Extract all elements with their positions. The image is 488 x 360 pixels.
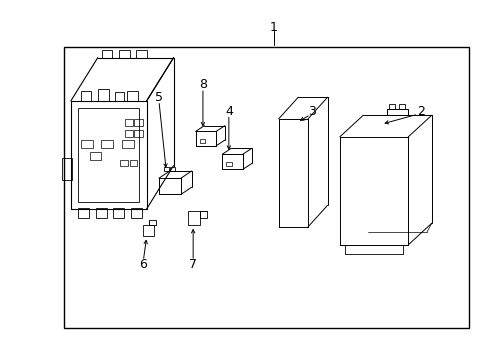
Bar — [199, 139, 205, 143]
Bar — [101, 140, 113, 148]
Bar — [90, 152, 101, 160]
Text: 7: 7 — [189, 258, 197, 271]
Bar — [81, 91, 91, 101]
Bar — [134, 119, 143, 126]
Bar — [398, 104, 404, 109]
Bar — [124, 119, 133, 126]
Text: 8: 8 — [199, 78, 206, 91]
Bar — [78, 108, 139, 202]
Bar — [78, 208, 89, 218]
Bar — [63, 47, 468, 328]
Bar — [102, 50, 112, 58]
Bar — [148, 220, 155, 225]
Bar — [169, 167, 174, 171]
Bar — [113, 208, 124, 218]
Bar — [127, 91, 138, 101]
Bar — [200, 211, 207, 218]
Text: 4: 4 — [224, 105, 232, 118]
Bar — [226, 162, 232, 166]
Bar — [131, 208, 142, 218]
Bar — [136, 50, 146, 58]
Bar — [388, 104, 394, 109]
Text: 6: 6 — [139, 258, 147, 271]
Bar — [386, 109, 407, 115]
Bar — [62, 158, 72, 180]
Bar — [81, 140, 93, 148]
Bar — [163, 167, 168, 171]
Bar — [129, 160, 137, 166]
Text: 3: 3 — [307, 105, 315, 118]
Bar — [98, 89, 108, 101]
Text: 1: 1 — [269, 21, 277, 33]
Bar — [96, 208, 106, 218]
Bar — [115, 92, 123, 101]
Bar — [119, 50, 129, 58]
Text: 2: 2 — [417, 105, 425, 118]
Bar — [122, 140, 134, 148]
Bar — [188, 211, 200, 225]
Bar — [134, 130, 143, 137]
Bar — [124, 130, 133, 137]
Bar — [120, 160, 127, 166]
Text: 5: 5 — [155, 91, 163, 104]
Bar — [142, 225, 153, 236]
